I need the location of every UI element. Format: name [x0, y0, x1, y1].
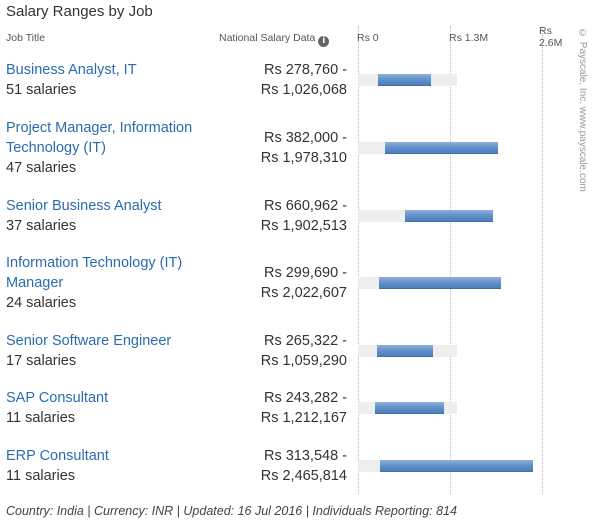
salary-range-text: Rs 278,760 - Rs 1,026,068	[220, 60, 347, 100]
salary-count: 47 salaries	[6, 160, 77, 176]
job-title-text[interactable]: Senior Software Engineer	[6, 333, 172, 349]
salary-range-bar[interactable]	[385, 142, 498, 154]
salary-range-low: Rs 382,000 -	[263, 130, 347, 146]
job-title-text[interactable]: Senior Business Analyst	[6, 198, 162, 214]
salary-count: 37 salaries	[6, 218, 77, 234]
job-title-text[interactable]: ERP Consultant	[6, 448, 109, 464]
column-header-job-title: Job Title	[6, 32, 46, 44]
salary-count: 24 salaries	[6, 295, 77, 311]
gridline-0	[358, 26, 359, 494]
info-icon[interactable]: i	[318, 36, 330, 47]
job-title-text[interactable]: SAP Consultant	[6, 390, 109, 406]
salary-range-text: Rs 660,962 - Rs 1,902,513	[220, 196, 347, 236]
salary-range-low: Rs 660,962 -	[263, 198, 347, 214]
salary-count: 11 salaries	[6, 468, 76, 484]
salary-range-bar[interactable]	[379, 277, 502, 289]
salary-range-high: Rs 1,026,068	[260, 82, 347, 98]
salary-count: 51 salaries	[6, 82, 77, 98]
salary-range-bar[interactable]	[376, 345, 433, 357]
salary-range-text: Rs 243,282 - Rs 1,212,167	[220, 388, 347, 428]
job-title-link[interactable]: Project Manager, Information Technology …	[6, 118, 221, 178]
salary-count: 17 salaries	[6, 353, 77, 369]
salary-range-high: Rs 1,212,167	[260, 410, 347, 426]
salary-range-low: Rs 265,322 -	[263, 333, 347, 349]
salary-range-high: Rs 2,022,607	[260, 285, 347, 301]
salary-range-low: Rs 243,282 -	[263, 390, 347, 406]
job-title-link[interactable]: Business Analyst, IT 51 salaries	[6, 60, 221, 100]
salary-range-bar[interactable]	[380, 460, 533, 472]
gridline-1	[450, 26, 451, 494]
salary-range-text: Rs 299,690 - Rs 2,022,607	[220, 263, 347, 303]
column-header-salary-label: National Salary Data	[219, 32, 316, 44]
salary-range-low: Rs 313,548 -	[263, 448, 347, 464]
salary-range-text: Rs 382,000 - Rs 1,978,310	[220, 128, 347, 168]
salary-range-bar[interactable]	[377, 74, 431, 86]
salary-range-high: Rs 2,465,814	[260, 468, 347, 484]
salary-range-low: Rs 299,690 -	[263, 265, 347, 281]
job-title-link[interactable]: Information Technology (IT) Manager 24 sa…	[6, 253, 221, 313]
payscale-watermark: © Payscale, Inc. www.payscale.com	[577, 28, 588, 192]
job-title-link[interactable]: SAP Consultant 11 salaries	[6, 388, 221, 428]
tick-label-2-line-1: 2.6M	[539, 37, 563, 49]
column-header-salary-data: National Salary Data i	[219, 32, 330, 47]
salary-range-bar[interactable]	[375, 402, 444, 414]
salary-range-high: Rs 1,978,310	[260, 150, 347, 166]
job-title-text[interactable]: Information Technology (IT) Manager	[6, 255, 183, 291]
salary-range-text: Rs 313,548 - Rs 2,465,814	[220, 446, 347, 486]
job-title-text[interactable]: Project Manager, Information Technology …	[6, 120, 193, 156]
salary-range-high: Rs 1,059,290	[260, 353, 347, 369]
tick-label-0: Rs 0	[357, 32, 379, 44]
job-title-link[interactable]: ERP Consultant 11 salaries	[6, 446, 221, 486]
tick-label-2-line-0: Rs	[539, 25, 552, 37]
salary-range-text: Rs 265,322 - Rs 1,059,290	[220, 331, 347, 371]
job-title-link[interactable]: Senior Business Analyst 37 salaries	[6, 196, 221, 236]
job-title-link[interactable]: Senior Software Engineer 17 salaries	[6, 331, 221, 371]
gridline-2	[542, 26, 543, 494]
salary-range-low: Rs 278,760 -	[263, 62, 347, 78]
job-title-text[interactable]: Business Analyst, IT	[6, 62, 137, 78]
tick-label-2: Rs 2.6M	[539, 25, 562, 49]
salary-range-bar[interactable]	[404, 210, 493, 222]
chart-footer: Country: India | Currency: INR | Updated…	[6, 504, 457, 518]
salary-range-high: Rs 1,902,513	[260, 218, 347, 234]
salary-count: 11 salaries	[6, 410, 76, 426]
tick-label-1: Rs 1.3M	[449, 32, 489, 44]
chart-title: Salary Ranges by Job	[6, 3, 153, 20]
